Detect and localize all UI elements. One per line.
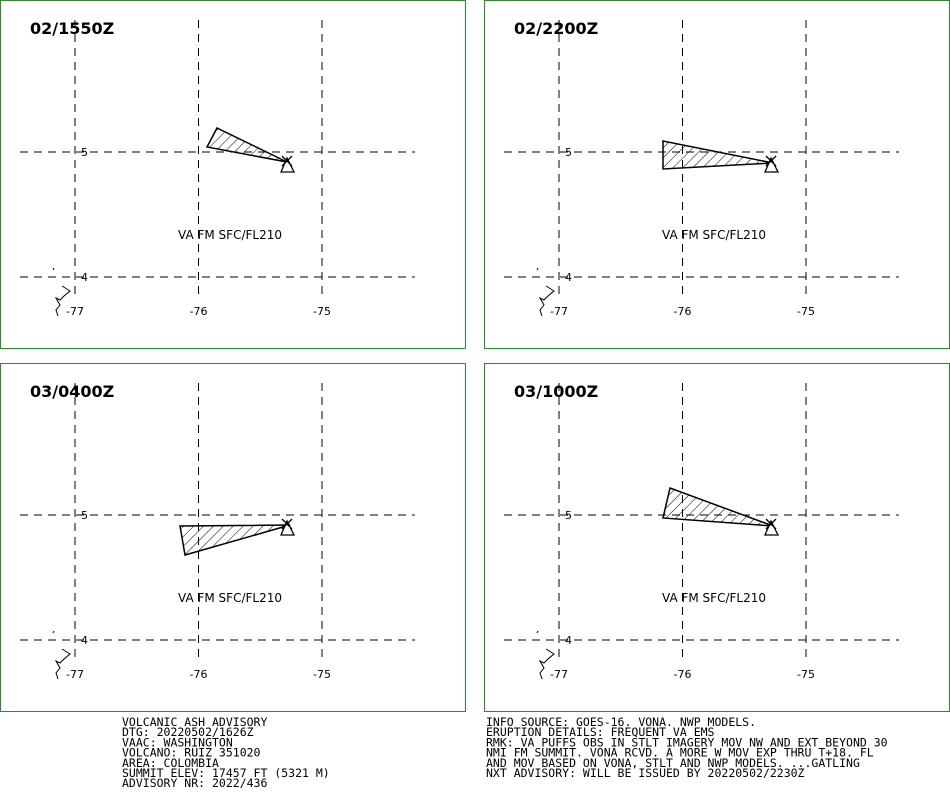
ash-area (179, 524, 291, 556)
lon-label: -77 (66, 305, 84, 318)
lon-label: -75 (797, 305, 815, 318)
coastline (536, 267, 555, 317)
volcano-symbol (280, 518, 296, 536)
ash-level: VA FM SFC/FL210 (178, 228, 282, 242)
advisory-line: AREA: COLOMBIA (122, 756, 219, 770)
coastline (52, 267, 71, 317)
advisory-line: ADVISORY NR: 2022/436 (122, 776, 267, 790)
lon-label: -77 (550, 668, 568, 681)
ash-area (662, 140, 774, 170)
advisory-line: INFO SOURCE: GOES-16. VONA. NWP MODELS. (486, 715, 756, 729)
panel-frame (0, 0, 466, 349)
lon-label: -75 (797, 668, 815, 681)
ash-level: VA FM SFC/FL210 (662, 591, 766, 605)
lat-label: 4 (565, 634, 572, 647)
advisory-line: ERUPTION DETAILS: FREQUENT VA EMS (486, 725, 715, 739)
lat-label: 5 (81, 146, 88, 159)
advisory-line: VOLCANIC ASH ADVISORY (122, 715, 267, 729)
lon-label: -77 (66, 668, 84, 681)
lat-label: 4 (81, 634, 88, 647)
lon-label: -76 (190, 305, 208, 318)
valid-time: 03/0400Z (30, 382, 114, 401)
advisory-line: AND MOV BASED ON VONA, STLT AND NWP MODE… (486, 756, 860, 770)
lon-label: -77 (550, 305, 568, 318)
panel: -77 -76 -75 5 4 03/1000Z VA FM SFC/FL210 (484, 363, 950, 712)
valid-time: 02/1550Z (30, 19, 114, 38)
advisory-line: NMI FM SUMMIT. VONA RCVD. A MORE W MOV E… (486, 746, 874, 760)
lat-label: 4 (565, 271, 572, 284)
coastline (536, 630, 555, 680)
volcano-symbol (764, 518, 780, 536)
lon-label: -75 (313, 668, 331, 681)
volcano-symbol (280, 155, 296, 173)
panel: -77 -76 -75 5 4 02/2200Z VA FM SFC/FL210 (484, 0, 950, 349)
panel-frame (0, 363, 466, 712)
ash-area (662, 487, 774, 527)
advisory-line: NXT ADVISORY: WILL BE ISSUED BY 20220502… (486, 766, 805, 780)
volcano-symbol (764, 155, 780, 173)
panel-frame (484, 363, 950, 712)
ash-level: VA FM SFC/FL210 (662, 228, 766, 242)
lon-label: -76 (674, 668, 692, 681)
lat-label: 4 (81, 271, 88, 284)
advisory-line: VAAC: WASHINGTON (122, 735, 233, 749)
advisory-line: SUMMIT ELEV: 17457 FT (5321 M) (122, 766, 330, 780)
valid-time: 03/1000Z (514, 382, 598, 401)
panel-frame (484, 0, 950, 349)
valid-time: 02/2200Z (514, 19, 598, 38)
lat-label: 5 (81, 509, 88, 522)
advisory-line: DTG: 20220502/1626Z (122, 725, 254, 739)
lat-label: 5 (565, 146, 572, 159)
lon-label: -76 (190, 668, 208, 681)
advisory-line: RMK: VA PUFFS OBS IN STLT IMAGERY MOV NW… (486, 735, 888, 749)
advisory-line: VOLCANO: RUIZ 351020 (122, 746, 261, 760)
ash-area (205, 127, 288, 163)
lat-label: 5 (565, 509, 572, 522)
panel: -77 -76 -75 5 4 03/0400Z VA FM SFC/FL210 (0, 363, 466, 712)
lon-label: -75 (313, 305, 331, 318)
panel: -77 -76 -75 5 4 02/1550Z VA FM SFC/FL210 (0, 0, 466, 349)
lon-label: -76 (674, 305, 692, 318)
coastline (52, 630, 71, 680)
ash-level: VA FM SFC/FL210 (178, 591, 282, 605)
